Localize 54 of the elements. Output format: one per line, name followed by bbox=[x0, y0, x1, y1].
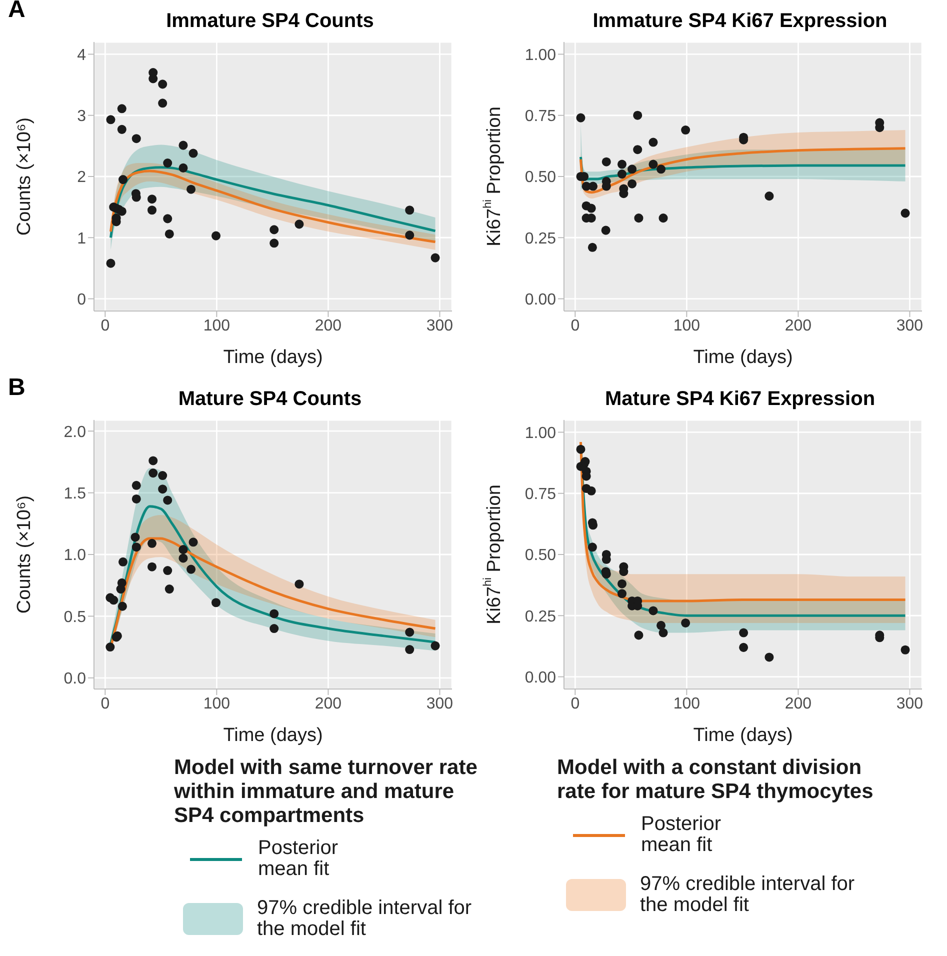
y-tick-label: 0.5 bbox=[64, 608, 86, 626]
y-tick-label: 1.0 bbox=[64, 547, 86, 564]
x-tick-label: 200 bbox=[784, 317, 812, 334]
text: Posterior mean fit bbox=[641, 813, 722, 856]
chart-title: Immature SP4 Ki67 Expression bbox=[592, 9, 888, 34]
x-tick-label: 100 bbox=[203, 695, 230, 712]
x-tick-label: 100 bbox=[673, 695, 700, 712]
y-tick-label: 0.0 bbox=[64, 670, 86, 688]
y-tick-label: 1.5 bbox=[64, 485, 86, 502]
y-tick-label: 0.75 bbox=[524, 108, 556, 126]
y-axis-title: Counts (×10⁶) bbox=[14, 117, 34, 236]
text: Posterior mean fit bbox=[258, 837, 340, 880]
x-axis-title: Time (days) bbox=[693, 725, 793, 746]
text: A bbox=[8, 0, 26, 24]
y-tick-label: 0.75 bbox=[524, 486, 556, 504]
y-tick-label: 1.00 bbox=[524, 424, 556, 442]
chart-title: Immature SP4 Counts bbox=[166, 10, 374, 32]
x-tick-label: 200 bbox=[784, 695, 812, 712]
y-axis-title: Counts (×10⁶) bbox=[14, 495, 34, 614]
x-tick-label: 300 bbox=[896, 317, 924, 334]
y-tick-label: 1 bbox=[77, 230, 86, 248]
x-tick-label: 300 bbox=[426, 317, 454, 334]
x-tick-label: 100 bbox=[203, 317, 230, 334]
y-tick-label: 0 bbox=[77, 291, 86, 308]
x-tick-label: 200 bbox=[314, 317, 342, 334]
y-tick-label: 2.0 bbox=[64, 424, 86, 441]
text: Model with a constant division rate for mature SP4 thymocytes bbox=[557, 756, 874, 804]
x-tick-label: 200 bbox=[314, 695, 342, 712]
x-tick-label: 0 bbox=[570, 695, 580, 712]
chart-title: Mature SP4 Counts bbox=[178, 388, 362, 410]
y-tick-label: 2 bbox=[77, 169, 86, 186]
text: Model with same turnover rate within immature and mature SP4 compartments bbox=[174, 756, 478, 828]
y-tick-label: 1.00 bbox=[524, 46, 556, 64]
y-tick-label: 0.50 bbox=[524, 169, 556, 186]
chart-title: Mature SP4 Ki67 Expression bbox=[604, 387, 876, 412]
x-axis-title: Time (days) bbox=[223, 725, 323, 746]
x-axis-title: Time (days) bbox=[693, 347, 793, 368]
y-tick-label: 0.50 bbox=[524, 547, 556, 564]
x-tick-label: 0 bbox=[570, 317, 580, 334]
y-tick-label: 0.25 bbox=[524, 230, 556, 248]
x-axis-title: Time (days) bbox=[223, 347, 323, 368]
y-tick-label: 3 bbox=[77, 108, 86, 126]
text: B bbox=[8, 374, 26, 402]
y-tick-label: 0.00 bbox=[524, 291, 556, 308]
x-tick-label: 0 bbox=[100, 695, 110, 712]
x-tick-label: 300 bbox=[896, 695, 924, 712]
text: 97% credible interval for the model fit bbox=[640, 873, 856, 916]
y-tick-label: 0.25 bbox=[524, 608, 556, 626]
text: 97% credible interval for the model fit bbox=[257, 897, 473, 940]
y-tick-label: 0.00 bbox=[524, 669, 556, 686]
x-tick-label: 100 bbox=[673, 317, 700, 334]
x-tick-label: 300 bbox=[426, 695, 454, 712]
y-tick-label: 4 bbox=[77, 46, 86, 64]
x-tick-label: 0 bbox=[100, 317, 110, 334]
